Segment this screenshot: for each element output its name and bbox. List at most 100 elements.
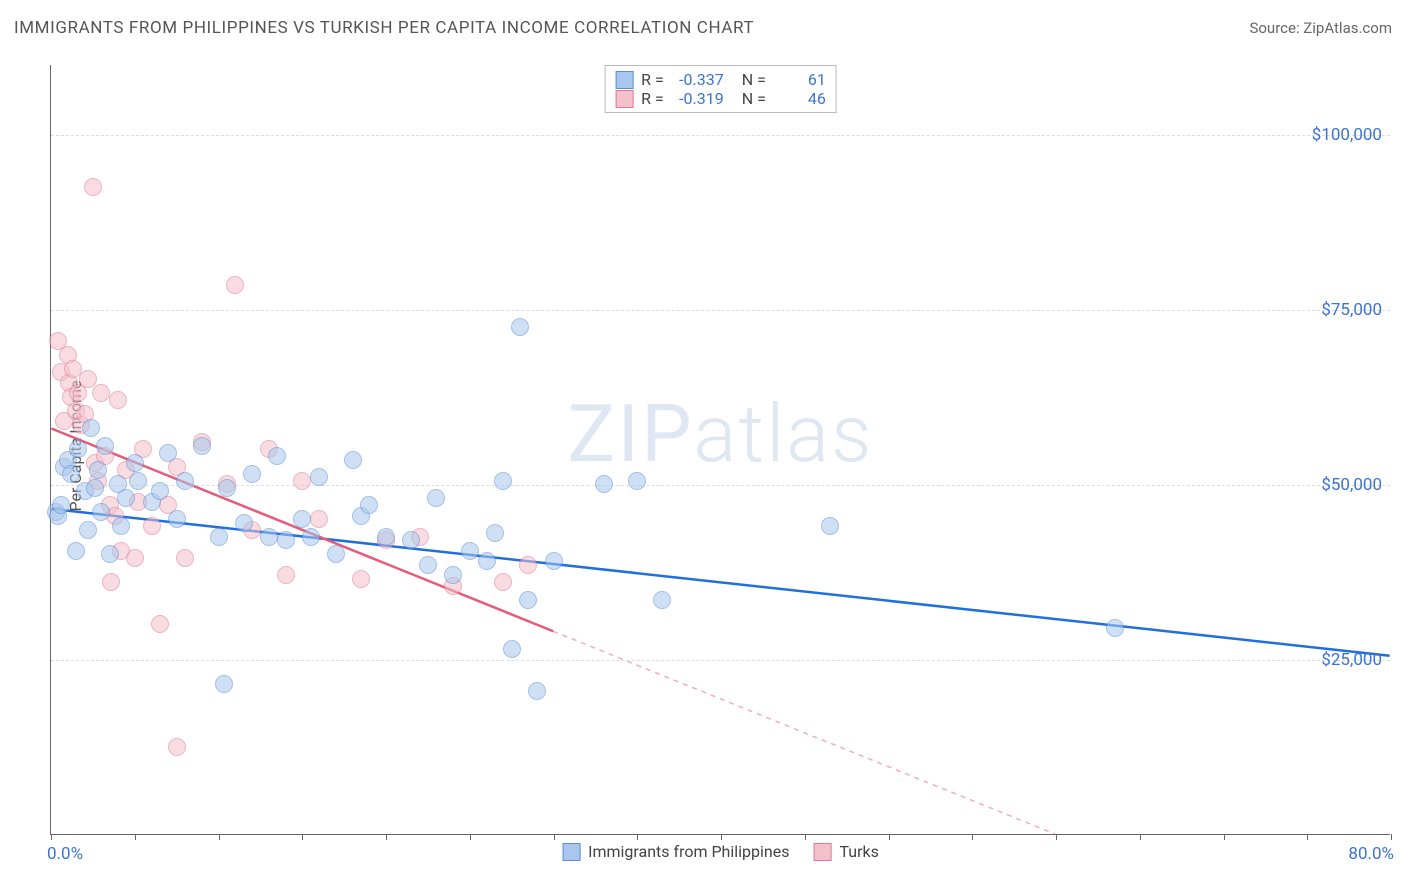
- turks-point: [143, 517, 161, 535]
- philippines-point: [653, 591, 671, 609]
- philippines-swatch: [615, 71, 633, 89]
- legend-row-turks: R =-0.319N =46: [615, 89, 826, 108]
- philippines-point: [210, 528, 228, 546]
- philippines-point: [402, 531, 420, 549]
- turks-point: [84, 178, 102, 196]
- turks-point: [109, 391, 127, 409]
- philippines-point: [243, 465, 261, 483]
- philippines-point: [260, 528, 278, 546]
- philippines-point: [595, 475, 613, 493]
- philippines-point: [168, 510, 186, 528]
- r-label: R =: [641, 89, 664, 108]
- philippines-point: [126, 454, 144, 472]
- chart-title: IMMIGRANTS FROM PHILIPPINES VS TURKISH P…: [14, 18, 754, 38]
- turks-swatch: [813, 843, 831, 861]
- watermark: ZIPatlas: [567, 387, 873, 481]
- philippines-swatch: [562, 843, 580, 861]
- x-axis-min-label: 0.0%: [47, 844, 83, 864]
- x-tick: [1391, 834, 1392, 840]
- philippines-point: [67, 542, 85, 560]
- turks-point: [494, 573, 512, 591]
- philippines-point: [117, 489, 135, 507]
- philippines-point: [129, 472, 147, 490]
- y-tick-label: $100,000: [1312, 125, 1382, 145]
- philippines-point: [235, 514, 253, 532]
- philippines-point: [92, 503, 110, 521]
- philippines-point: [176, 472, 194, 490]
- philippines-point: [503, 640, 521, 658]
- scatter-plot: ZIPatlas R =-0.337N =61R =-0.319N =46 0.…: [50, 65, 1390, 835]
- philippines-point: [360, 496, 378, 514]
- philippines-point: [89, 461, 107, 479]
- philippines-point: [519, 591, 537, 609]
- philippines-point: [86, 479, 104, 497]
- turks-point: [79, 370, 97, 388]
- turks-r-value: -0.319: [672, 89, 724, 108]
- philippines-point: [101, 545, 119, 563]
- legend-item-philippines: Immigrants from Philippines: [562, 842, 789, 861]
- philippines-point: [427, 489, 445, 507]
- philippines-point: [218, 479, 236, 497]
- x-tick: [1140, 834, 1141, 840]
- philippines-point: [511, 318, 529, 336]
- turks-point: [92, 384, 110, 402]
- philippines-point: [69, 440, 87, 458]
- philippines-point: [193, 437, 211, 455]
- philippines-point: [310, 468, 328, 486]
- x-tick: [1056, 834, 1057, 840]
- turks-point: [151, 615, 169, 633]
- legend-item-turks: Turks: [813, 842, 878, 861]
- regression-lines: [51, 65, 1390, 834]
- watermark-atlas: atlas: [694, 387, 874, 481]
- x-tick: [302, 834, 303, 840]
- source-label: Source: ZipAtlas.com: [1249, 19, 1392, 37]
- turks-regression-line-dashed: [553, 631, 1055, 834]
- n-label: N =: [742, 70, 766, 89]
- y-tick-label: $25,000: [1321, 650, 1382, 670]
- watermark-zip: ZIP: [567, 387, 693, 481]
- philippines-point: [344, 451, 362, 469]
- legend-row-philippines: R =-0.337N =61: [615, 70, 826, 89]
- philippines-point: [159, 444, 177, 462]
- philippines-point: [215, 675, 233, 693]
- turks-point: [310, 510, 328, 528]
- x-tick: [386, 834, 387, 840]
- philippines-point: [494, 472, 512, 490]
- philippines-point: [112, 517, 130, 535]
- turks-point: [226, 276, 244, 294]
- philippines-point: [82, 419, 100, 437]
- n-label: N =: [742, 89, 766, 108]
- turks-point: [126, 549, 144, 567]
- philippines-point: [277, 531, 295, 549]
- r-label: R =: [641, 70, 664, 89]
- y-tick-label: $75,000: [1321, 300, 1382, 320]
- philippines-point: [486, 524, 504, 542]
- x-tick: [721, 834, 722, 840]
- philippines-point: [79, 521, 97, 539]
- legend-series: Immigrants from Philippines Turks: [562, 842, 879, 861]
- philippines-point: [151, 482, 169, 500]
- gridline: [51, 310, 1390, 311]
- legend-correlation: R =-0.337N =61R =-0.319N =46: [604, 65, 837, 113]
- philippines-point: [545, 552, 563, 570]
- x-tick: [889, 834, 890, 840]
- turks-point: [176, 549, 194, 567]
- philippines-point: [293, 510, 311, 528]
- philippines-point: [377, 528, 395, 546]
- gridline: [51, 485, 1390, 486]
- philippines-point: [327, 545, 345, 563]
- philippines-point: [62, 465, 80, 483]
- x-tick: [51, 834, 52, 840]
- x-tick: [1307, 834, 1308, 840]
- turks-point: [102, 573, 120, 591]
- philippines-point: [444, 566, 462, 584]
- turks-swatch: [615, 90, 633, 108]
- philippines-point: [52, 496, 70, 514]
- philippines-label: Immigrants from Philippines: [588, 842, 789, 861]
- philippines-point: [628, 472, 646, 490]
- philippines-point: [528, 682, 546, 700]
- x-tick: [972, 834, 973, 840]
- philippines-point: [302, 528, 320, 546]
- philippines-point: [96, 437, 114, 455]
- turks-point: [293, 472, 311, 490]
